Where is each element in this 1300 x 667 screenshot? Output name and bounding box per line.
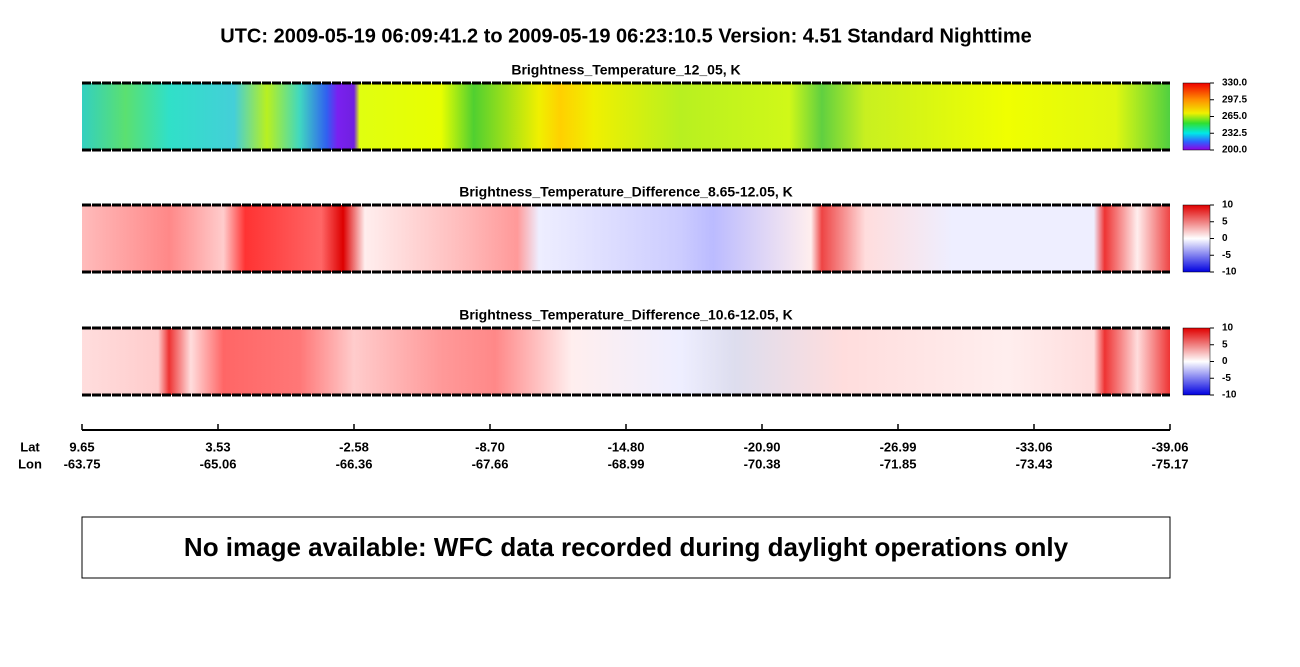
panel-title: Brightness_Temperature_Difference_10.6-1… — [459, 307, 793, 323]
colorbar-tick-label: 10 — [1222, 200, 1234, 211]
colorbar-tick-label: 5 — [1222, 216, 1228, 227]
lon-tick-label: -66.36 — [336, 456, 373, 471]
colorbar-tick-label: -5 — [1222, 373, 1231, 384]
colorbar-tick-label: 200.0 — [1222, 145, 1247, 156]
lat-tick-label: 9.65 — [69, 439, 94, 454]
panel-title: Brightness_Temperature_12_05, K — [511, 62, 740, 78]
colorbar — [1182, 82, 1211, 151]
image-strip — [82, 328, 1170, 395]
lon-tick-label: -70.38 — [744, 456, 781, 471]
lon-tick-label: -73.43 — [1016, 456, 1053, 471]
colorbar-tick-label: 0 — [1222, 233, 1228, 244]
lat-tick-label: -26.99 — [880, 439, 917, 454]
lat-tick-label: -2.58 — [339, 439, 369, 454]
lon-tick-label: -67.66 — [472, 456, 509, 471]
colorbar-tick-label: 10 — [1222, 323, 1234, 334]
colorbar-tick-label: 265.0 — [1222, 111, 1247, 122]
panels: Brightness_Temperature_12_05, K 330.0 297.… — [82, 62, 1247, 401]
lat-tick-label: -14.80 — [608, 439, 645, 454]
colorbar-tick-label: 0 — [1222, 356, 1228, 367]
colorbar-tick-label: 297.5 — [1222, 94, 1247, 105]
lat-tick-label: 3.53 — [205, 439, 230, 454]
colorbar-tick-label: 232.5 — [1222, 128, 1247, 139]
message-box — [81, 516, 1171, 579]
lat-tick-label: -8.70 — [475, 439, 505, 454]
panel-title: Brightness_Temperature_Difference_8.65-1… — [459, 184, 793, 200]
lon-label: Lon — [18, 456, 42, 471]
image-strip — [82, 205, 1170, 272]
colorbar-tick-label: 330.0 — [1222, 78, 1247, 89]
axis-ticks: 9.65 -63.75 3.53 -65.06 -2.58 -66.36 -8.70 -67.… — [64, 424, 1189, 471]
lon-tick-label: -68.99 — [608, 456, 645, 471]
colorbar-tick-label: -10 — [1222, 390, 1237, 401]
lat-tick-label: -39.06 — [1152, 439, 1189, 454]
colorbar-tick-label: -10 — [1222, 267, 1237, 278]
lat-tick-label: -33.06 — [1016, 439, 1053, 454]
lon-tick-label: -65.06 — [200, 456, 237, 471]
colorbar-tick-label: -5 — [1222, 250, 1231, 261]
message: No image available: WFC data recorded du… — [184, 532, 1069, 562]
image-strip — [82, 83, 1170, 150]
colorbar — [1182, 327, 1211, 396]
lat-tick-label: -20.90 — [744, 439, 781, 454]
lon-tick-label: -71.85 — [880, 456, 917, 471]
lon-tick-label: -75.17 — [1152, 456, 1189, 471]
colorbar — [1182, 204, 1211, 273]
lon-tick-label: -63.75 — [64, 456, 101, 471]
colorbar-tick-label: 5 — [1222, 339, 1228, 350]
lat-label: Lat — [20, 439, 40, 454]
title: UTC: 2009-05-19 06:09:41.2 to 2009-05-19… — [220, 25, 1031, 47]
